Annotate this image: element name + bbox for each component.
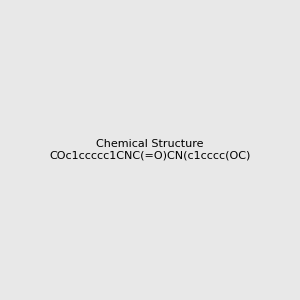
Text: Chemical Structure
COc1ccccc1CNC(=O)CN(c1cccc(OC): Chemical Structure COc1ccccc1CNC(=O)CN(c… bbox=[49, 139, 251, 161]
